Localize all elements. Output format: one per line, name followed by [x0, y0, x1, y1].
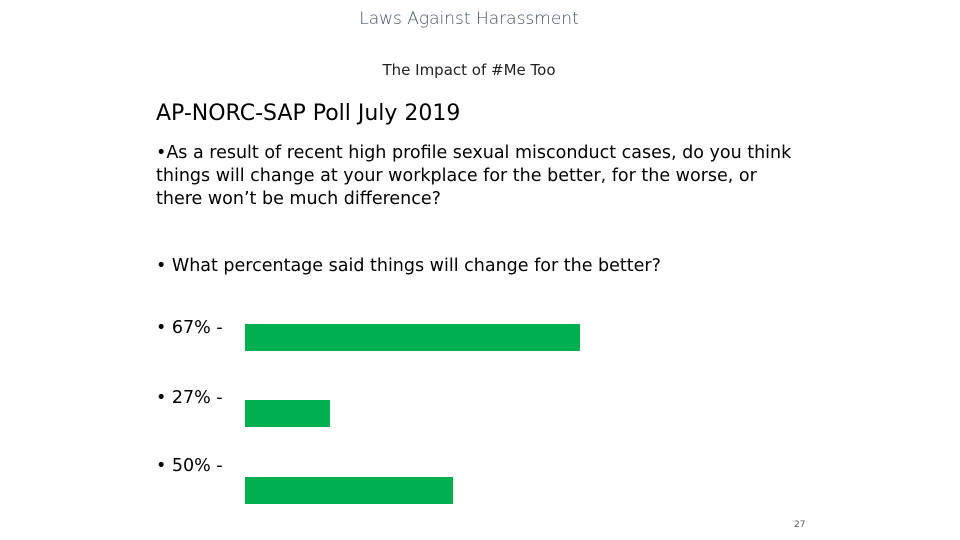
poll-question: •As a result of recent high profile sexu…: [156, 143, 792, 209]
poll-prompt: • What percentage said things will chang…: [156, 256, 661, 276]
slide-title: Laws Against Harassment: [359, 9, 579, 29]
answer: • 27% -: [156, 388, 223, 408]
answer-bar: [245, 477, 453, 504]
slide-subtitle: The Impact of #Me Too: [382, 61, 556, 79]
page-number: 27: [794, 520, 806, 530]
answer-bar: [245, 400, 330, 427]
answer: • 50% -: [156, 456, 223, 476]
answer: • 67% -: [156, 318, 223, 338]
poll-heading: AP-NORC-SAP Poll July 2019: [156, 101, 461, 126]
answer-bar: [245, 324, 580, 351]
